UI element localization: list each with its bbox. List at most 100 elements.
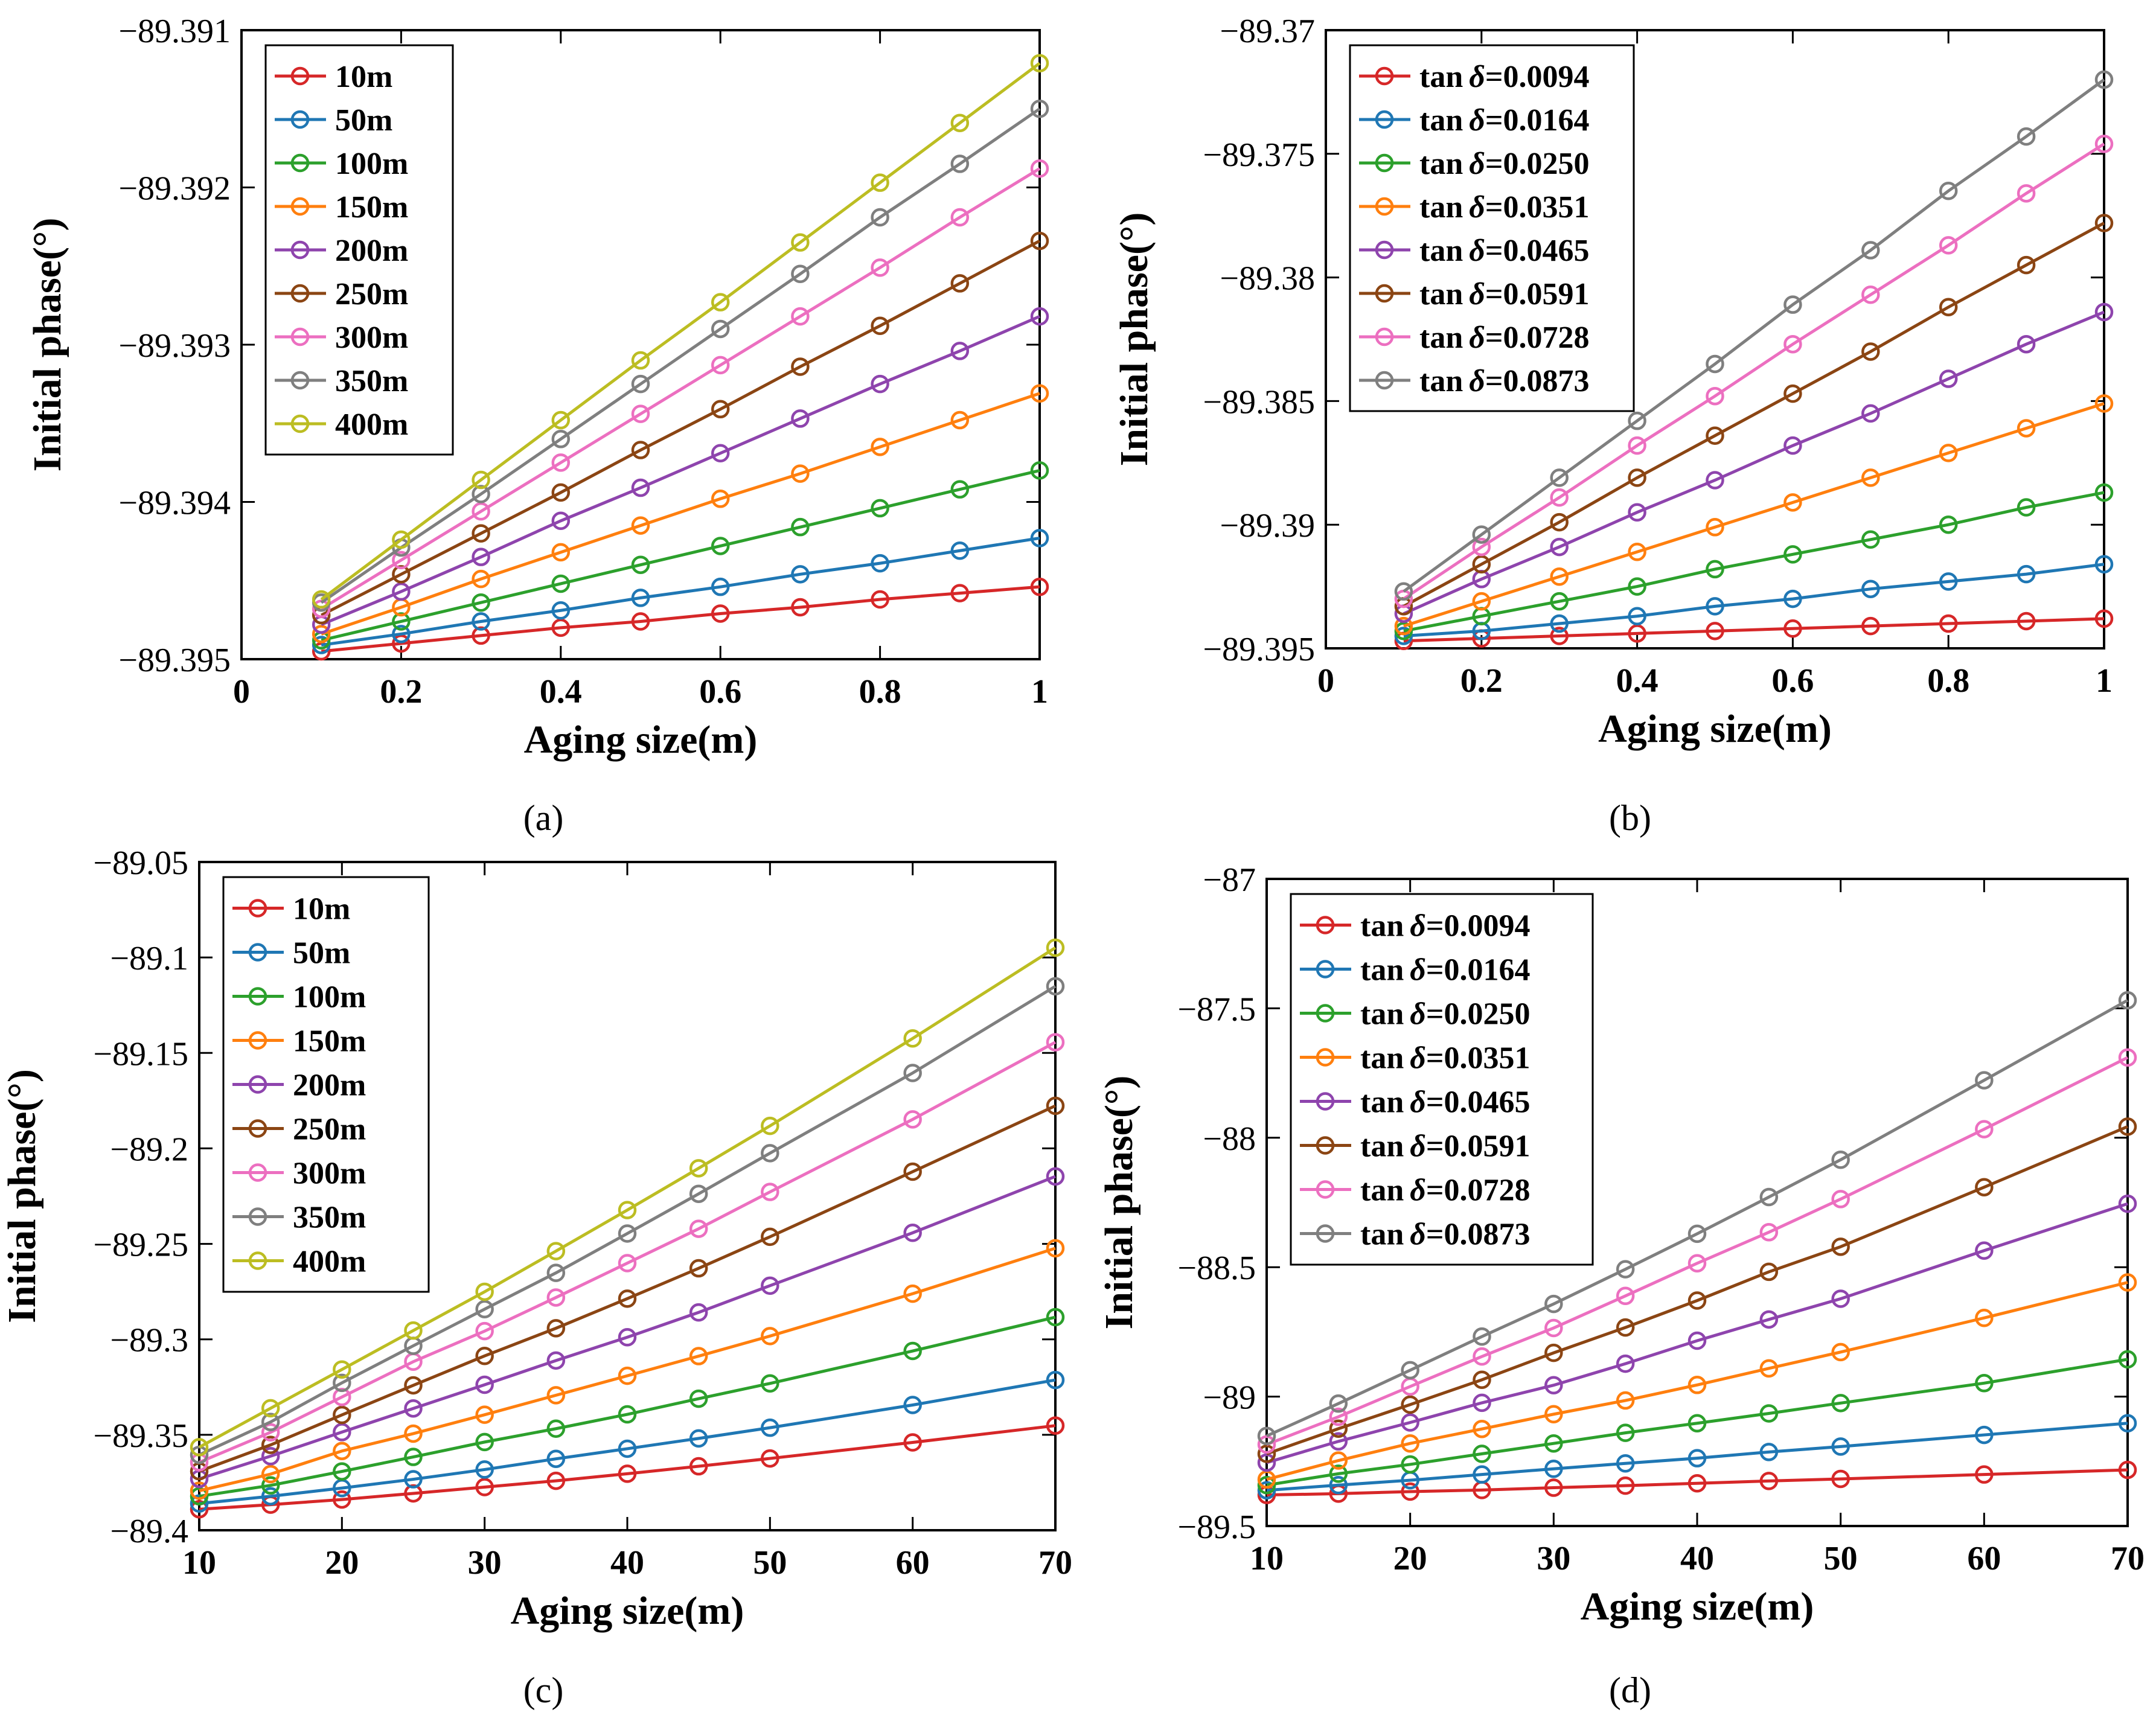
data-point <box>261 1413 280 1431</box>
y-axis-label: Initial phase(°) <box>0 1069 44 1323</box>
data-point <box>903 1341 922 1361</box>
legend-prefix: tan <box>1419 103 1463 138</box>
data-point <box>1783 493 1802 512</box>
data-point <box>475 1460 494 1479</box>
data-point <box>1706 386 1724 406</box>
series-line-4 <box>1266 1202 2128 1464</box>
legend-swatch-marker <box>1316 916 1335 934</box>
data-point <box>711 490 730 508</box>
x-tick-label: 0 <box>1317 662 1334 700</box>
legend-symbol: δ <box>1469 321 1485 355</box>
data-point <box>1544 1318 1563 1338</box>
data-point <box>950 584 970 602</box>
data-point <box>475 1346 494 1365</box>
series-line-1 <box>1266 1422 2128 1492</box>
data-point <box>1759 1443 1779 1461</box>
data-point <box>1257 1435 1276 1454</box>
data-point <box>261 1423 280 1442</box>
data-point <box>1628 411 1646 430</box>
legend-symbol: δ <box>1469 103 1485 138</box>
x-tick-label: 10 <box>1250 1540 1284 1577</box>
data-point <box>333 1360 351 1379</box>
legend-entry: 250m <box>335 277 408 311</box>
data-point <box>2094 609 2114 628</box>
series-line-3 <box>1266 1281 2128 1481</box>
data-point <box>631 374 650 394</box>
data-point <box>551 453 571 472</box>
legend-swatch-marker <box>290 197 310 216</box>
legend-entry: tan δ=0.0250 <box>1360 997 1531 1032</box>
data-point <box>1939 181 1958 200</box>
data-point <box>1706 354 1724 374</box>
data-point <box>2094 394 2114 413</box>
data-point <box>631 404 650 423</box>
legend-prefix: tan <box>1419 321 1463 355</box>
data-point <box>1939 515 1958 534</box>
data-point <box>1975 1308 1994 1327</box>
data-point <box>404 1376 423 1395</box>
legend-value: =0.0094 <box>1485 60 1590 94</box>
x-tick-label: 0.6 <box>699 673 741 710</box>
data-point <box>2017 184 2036 203</box>
data-point <box>261 1476 280 1495</box>
data-point <box>333 1442 351 1460</box>
data-point <box>1831 1343 1850 1362</box>
y-tick-label: −89.385 <box>1203 383 1315 421</box>
y-tick-label: −89.25 <box>93 1227 188 1264</box>
data-point <box>1550 512 1569 532</box>
data-point <box>1616 1260 1635 1279</box>
data-point <box>2017 564 2036 584</box>
data-point <box>618 1366 637 1385</box>
data-point <box>546 1419 566 1438</box>
legend-symbol: δ <box>1469 60 1485 94</box>
data-point <box>261 1447 280 1466</box>
data-point <box>546 1263 566 1282</box>
data-point <box>1257 1426 1276 1446</box>
legend-symbol: δ <box>1410 1218 1426 1252</box>
data-point <box>903 1162 922 1181</box>
data-point <box>475 1432 494 1452</box>
data-point <box>631 555 650 574</box>
data-point <box>1401 1413 1419 1432</box>
legend-entry: 400m <box>293 1245 366 1279</box>
data-point <box>472 485 490 503</box>
series-line-2 <box>199 1315 1056 1498</box>
data-point <box>475 1405 494 1424</box>
legend-entry: 200m <box>335 234 408 268</box>
legend-value: 400m <box>293 1245 366 1279</box>
data-point <box>1939 369 1958 388</box>
data-point <box>791 464 810 483</box>
series-line-1 <box>321 536 1040 647</box>
data-point <box>1706 426 1724 445</box>
data-point <box>261 1487 280 1505</box>
y-tick-label: −89.395 <box>118 642 231 679</box>
data-point <box>1783 619 1802 638</box>
data-point <box>190 1499 209 1519</box>
series-line-0 <box>321 585 1040 653</box>
data-point <box>1401 1482 1419 1501</box>
legend-entry: tan δ=0.0873 <box>1360 1218 1531 1252</box>
legend-entry: tan δ=0.0164 <box>1419 103 1590 138</box>
x-tick-label: 0.2 <box>380 673 422 710</box>
data-point <box>1628 436 1646 455</box>
data-point <box>1975 1120 1994 1138</box>
data-point <box>1759 1472 1779 1490</box>
data-point <box>1550 614 1569 633</box>
data-point <box>1550 567 1569 586</box>
data-point <box>1861 342 1880 361</box>
data-point <box>1472 592 1491 611</box>
data-point <box>689 1303 708 1322</box>
legend-prefix: tan <box>1360 1218 1404 1252</box>
legend-swatch-marker <box>1316 1224 1335 1243</box>
data-point <box>791 409 810 428</box>
legend-swatch-marker <box>248 1075 267 1094</box>
data-point <box>791 565 810 584</box>
y-tick-label: −89.2 <box>110 1131 188 1168</box>
data-point <box>392 634 411 653</box>
data-point <box>475 1321 494 1341</box>
x-tick-label: 60 <box>1967 1540 2001 1577</box>
series-line-2 <box>321 468 1040 642</box>
x-tick-label: 0.8 <box>1927 662 1969 700</box>
data-point <box>392 530 411 549</box>
data-point <box>1046 1239 1065 1258</box>
